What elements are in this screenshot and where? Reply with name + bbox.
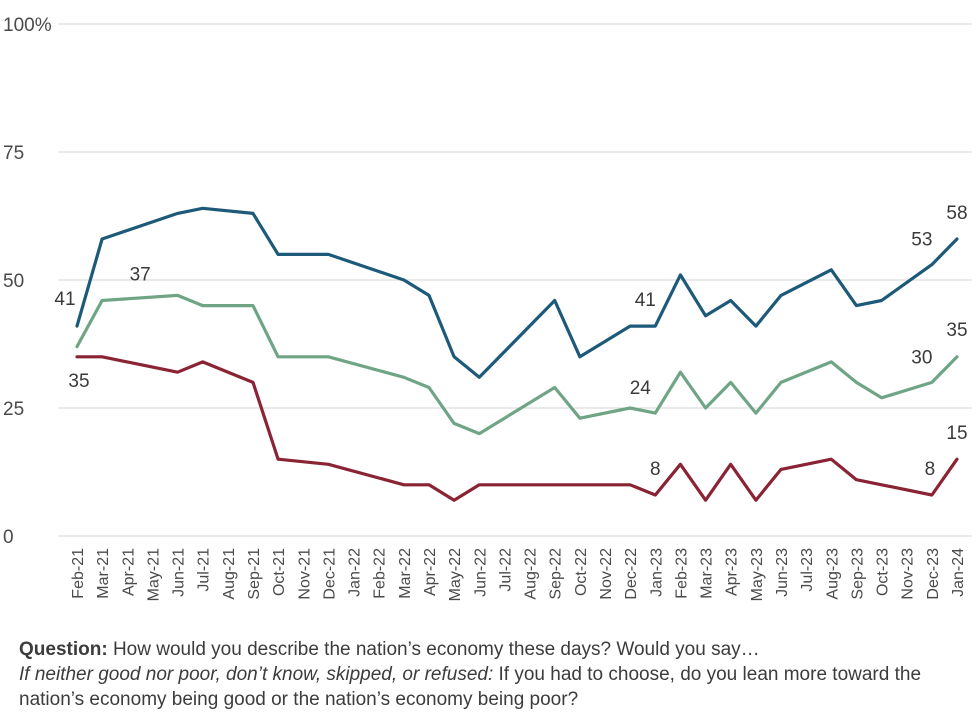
line-chart: 0 25 50 75 100% Feb-21 Mar-21 Apr-21 May-21 Jun-2… — [3, 15, 972, 601]
x-tick-label: Jan-22 — [347, 548, 364, 597]
x-tick-label: Oct-23 — [875, 548, 892, 596]
x-tick-label: Nov-22 — [598, 548, 615, 600]
x-tick-label: Jul-23 — [799, 548, 816, 592]
x-tick-label: Aug-22 — [523, 548, 540, 600]
y-tick-label: 100% — [3, 15, 52, 36]
chart-svg: 0 25 50 75 100% Feb-21 Mar-21 Apr-21 May-21 Jun-2… — [3, 15, 972, 601]
data-label: 15 — [946, 423, 967, 444]
y-tick-label: 75 — [3, 143, 24, 164]
followup-text: If you had to choose, do you lean more t… — [19, 664, 922, 710]
x-tick-label: Mar-23 — [699, 548, 716, 599]
question-note: Question: How would you describe the nat… — [19, 637, 969, 712]
series-line-2 — [75, 293, 959, 436]
x-tick-label: Apr-21 — [120, 548, 137, 596]
x-tick-label: Mar-22 — [397, 548, 414, 599]
x-tick-label: Aug-21 — [221, 548, 238, 600]
x-tick-label: Dec-23 — [925, 548, 942, 600]
series-line-3 — [75, 355, 959, 502]
x-tick-label: Jun-23 — [774, 548, 791, 597]
x-tick-label: May-23 — [749, 548, 766, 601]
data-label: 53 — [911, 230, 932, 251]
x-tick-label: Sep-22 — [548, 548, 565, 600]
x-tick-label: Jun-22 — [472, 548, 489, 597]
x-tick-label: Apr-23 — [724, 548, 741, 596]
x-tick-label: Jul-21 — [196, 548, 213, 592]
x-tick-label: Dec-22 — [623, 548, 640, 600]
data-label: 35 — [68, 371, 89, 392]
x-tick-label: Dec-21 — [321, 548, 338, 600]
x-tick-label: Feb-23 — [673, 548, 690, 599]
y-tick-label: 25 — [3, 399, 24, 420]
x-tick-label: Jul-22 — [497, 548, 514, 592]
x-tick-label: Sep-23 — [849, 548, 866, 600]
data-label: 41 — [54, 289, 75, 310]
data-label: 37 — [130, 264, 151, 285]
x-tick-label: Aug-23 — [824, 548, 841, 600]
x-tick-label: Jan-23 — [648, 548, 665, 597]
data-label: 35 — [946, 320, 967, 341]
series-line-1 — [75, 206, 959, 379]
x-tick-label: May-21 — [145, 548, 162, 601]
data-label: 24 — [630, 378, 652, 399]
x-tick-label: Oct-21 — [271, 548, 288, 596]
x-tick-label: Sep-21 — [246, 548, 263, 600]
data-label: 8 — [925, 459, 936, 480]
x-tick-label: Nov-21 — [296, 548, 313, 600]
x-tick-label: Jan-24 — [950, 548, 967, 597]
data-label: 30 — [911, 347, 932, 368]
x-tick-label: May-22 — [447, 548, 464, 601]
followup-label: If neither good nor poor, don’t know, sk… — [19, 664, 494, 685]
y-tick-label: 50 — [3, 271, 24, 292]
data-label: 41 — [635, 290, 656, 311]
data-label: 58 — [946, 203, 967, 224]
y-tick-label: 0 — [3, 527, 14, 548]
x-tick-label: Feb-22 — [372, 548, 389, 599]
x-tick-label: Apr-22 — [422, 548, 439, 596]
question-text: How would you describe the nation’s econ… — [107, 639, 760, 660]
question-label: Question: — [19, 639, 108, 660]
data-label: 8 — [650, 459, 661, 480]
x-tick-label: Mar-21 — [95, 548, 112, 599]
x-tick-label: Oct-22 — [573, 548, 590, 596]
x-tick-label: Nov-23 — [900, 548, 917, 600]
x-tick-label: Feb-21 — [70, 548, 87, 599]
x-tick-label: Jun-21 — [171, 548, 188, 597]
